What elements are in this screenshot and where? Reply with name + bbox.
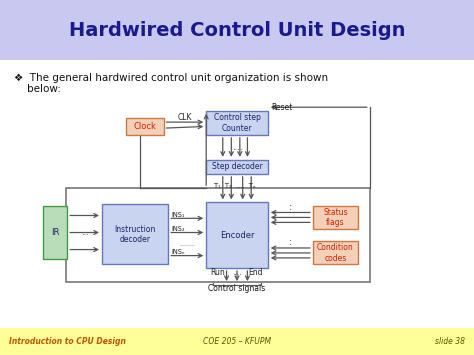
Text: Run: Run	[210, 268, 226, 277]
Text: COE 205 – KFUPM: COE 205 – KFUPM	[203, 337, 271, 346]
Text: Step decoder: Step decoder	[211, 162, 263, 171]
Text: Instruction
decoder: Instruction decoder	[114, 225, 156, 244]
Text: ....: ....	[232, 268, 242, 277]
Text: below:: below:	[14, 84, 61, 94]
Text: INS₂: INS₂	[171, 226, 185, 232]
Text: Hardwired Control Unit Design: Hardwired Control Unit Design	[69, 21, 405, 40]
Bar	[102, 204, 168, 264]
Bar	[206, 202, 268, 268]
Text: Clock: Clock	[133, 122, 156, 131]
Text: End: End	[249, 268, 263, 277]
Text: :: :	[289, 237, 292, 247]
Text: ........: ........	[179, 242, 195, 247]
Text: Encoder: Encoder	[220, 231, 254, 240]
Text: CLK: CLK	[178, 113, 192, 122]
Text: Reset: Reset	[272, 103, 293, 113]
Bar	[0, 0, 474, 60]
Bar	[43, 206, 67, 259]
Text: :: :	[289, 202, 292, 212]
Text: ...: ...	[81, 228, 89, 237]
Text: ❖  The general hardwired control unit organization is shown: ❖ The general hardwired control unit org…	[14, 73, 328, 83]
Bar	[66, 188, 370, 282]
Bar	[0, 328, 474, 355]
Text: INSₙ: INSₙ	[171, 249, 184, 255]
Text: INS₁: INS₁	[171, 212, 184, 218]
Bar	[313, 206, 358, 229]
Text: Status
flags: Status flags	[323, 208, 347, 227]
Text: IR: IR	[51, 228, 59, 237]
Text: Control signals: Control signals	[209, 284, 265, 293]
Bar	[206, 111, 268, 135]
Text: Control step
Counter: Control step Counter	[214, 113, 260, 132]
Text: Condition
codes: Condition codes	[317, 243, 354, 263]
Bar	[313, 241, 358, 264]
Text: T₁  T₂  ....  Tₙ: T₁ T₂ .... Tₙ	[214, 184, 255, 189]
Text: Introduction to CPU Design: Introduction to CPU Design	[9, 337, 127, 346]
Text: ....: ....	[232, 143, 242, 152]
Text: slide 38: slide 38	[435, 337, 465, 346]
Bar	[206, 160, 268, 174]
Bar	[126, 118, 164, 135]
